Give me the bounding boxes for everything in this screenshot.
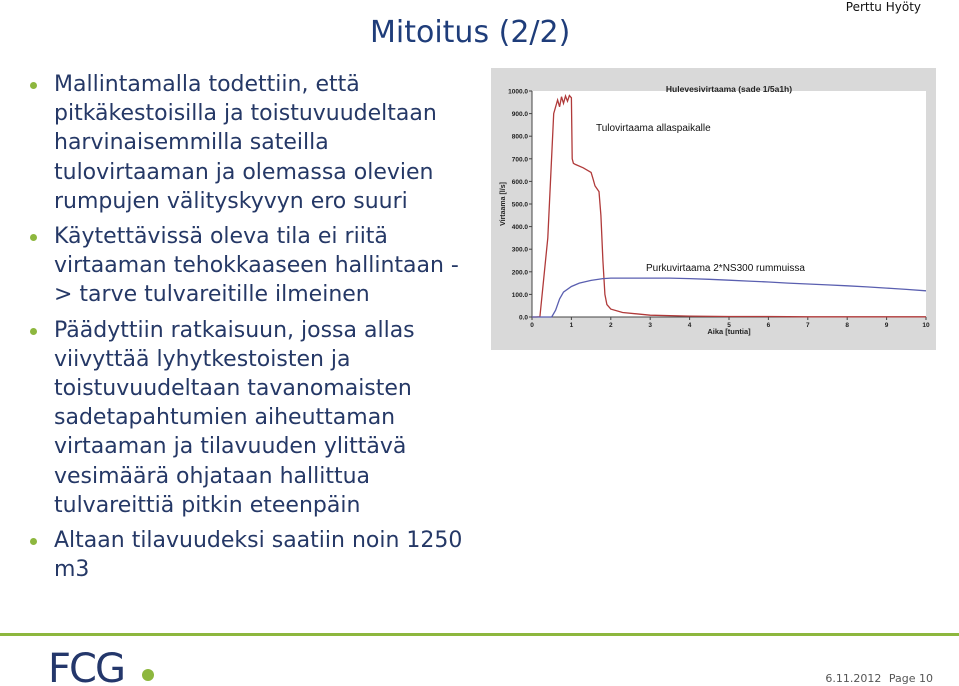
y-tick-label: 1000.0 [508, 89, 528, 96]
x-tick-label: 5 [727, 322, 731, 329]
x-tick-label: 4 [688, 322, 692, 329]
outflow-series-line [532, 277, 927, 318]
y-tick-label: 400.0 [512, 224, 529, 231]
footer-date: 6.11.2012 [825, 672, 882, 685]
fcg-logo: FCG [48, 646, 154, 686]
x-tick-label: 6 [767, 322, 771, 329]
y-tick-group: 0.0 100.0 200.0 300.0 400.0 500.0 600.0 700.0 80… [508, 89, 532, 322]
bullet-item: Päädyttiin ratkaisuun, jossa allas viivy… [24, 316, 474, 520]
page-number: Page 10 [888, 672, 933, 685]
y-axis-label: Virtaama [l/s] [500, 182, 507, 226]
chart-container: Hulevesivirtaama (sade 1/5a1h) Aika [tun… [491, 68, 936, 350]
x-tick-label: 3 [648, 322, 652, 329]
flow-chart: Hulevesivirtaama (sade 1/5a1h) Aika [tun… [500, 84, 930, 336]
annotation-inflow: Tulovirtaama allaspaikalle [596, 123, 711, 134]
bullet-dot-icon [30, 82, 37, 89]
y-tick-label: 800.0 [512, 134, 529, 141]
bullet-text: Päädyttiin ratkaisuun, jossa allas viivy… [54, 317, 415, 518]
bullet-item: Käytettävissä oleva tila ei riitä virtaa… [24, 222, 474, 310]
bullet-list: Mallintamalla todettiin, että pitkäkesto… [24, 70, 474, 590]
y-tick-label: 600.0 [512, 179, 529, 186]
logo-dot-icon [142, 669, 154, 681]
bullet-dot-icon [30, 327, 37, 335]
y-tick-label: 0.0 [519, 315, 528, 322]
bullet-text: Altaan tilavuudeksi saatiin noin 1250 m3 [54, 528, 463, 583]
chart-title: Hulevesivirtaama (sade 1/5a1h) [666, 84, 792, 94]
bullet-item: Altaan tilavuudeksi saatiin noin 1250 m3 [24, 526, 474, 584]
y-tick-label: 700.0 [512, 156, 529, 163]
bullet-text: Käytettävissä oleva tila ei riitä virtaa… [54, 224, 459, 308]
y-tick-label: 500.0 [512, 202, 529, 209]
bullet-dot-icon [30, 234, 37, 242]
x-tick-label: 7 [806, 322, 810, 329]
annotation-outflow: Purkuvirtaama 2*NS300 rummuissa [646, 263, 805, 274]
footer-divider [0, 633, 959, 636]
logo-text: FCG [48, 646, 124, 686]
x-axis-label: Aika [tuntia] [707, 327, 751, 336]
x-tick-label: 8 [845, 322, 849, 329]
y-tick-label: 100.0 [512, 292, 529, 299]
x-tick-group: 0 1 2 3 4 5 6 7 8 9 10 [530, 317, 930, 329]
author-name: Perttu Hyöty [845, 0, 921, 14]
bullet-item: Mallintamalla todettiin, että pitkäkesto… [24, 70, 474, 216]
series-group [532, 93, 927, 318]
y-tick-label: 300.0 [512, 247, 529, 254]
slide-title: Mitoitus (2/2) [370, 15, 571, 50]
x-tick-label: 10 [922, 322, 930, 329]
x-tick-label: 2 [609, 322, 613, 329]
plot-area [532, 91, 926, 317]
x-tick-label: 1 [570, 322, 574, 329]
footer-info: 6.11.2012 Page 10 [821, 672, 933, 685]
bullet-dot-icon [30, 538, 37, 546]
inflow-series-line [532, 93, 926, 318]
x-tick-label: 9 [885, 322, 889, 329]
x-tick-label: 0 [530, 322, 534, 329]
y-tick-label: 900.0 [512, 111, 529, 118]
y-tick-label: 200.0 [512, 269, 529, 276]
bullet-text: Mallintamalla todettiin, että pitkäkesto… [54, 72, 437, 214]
